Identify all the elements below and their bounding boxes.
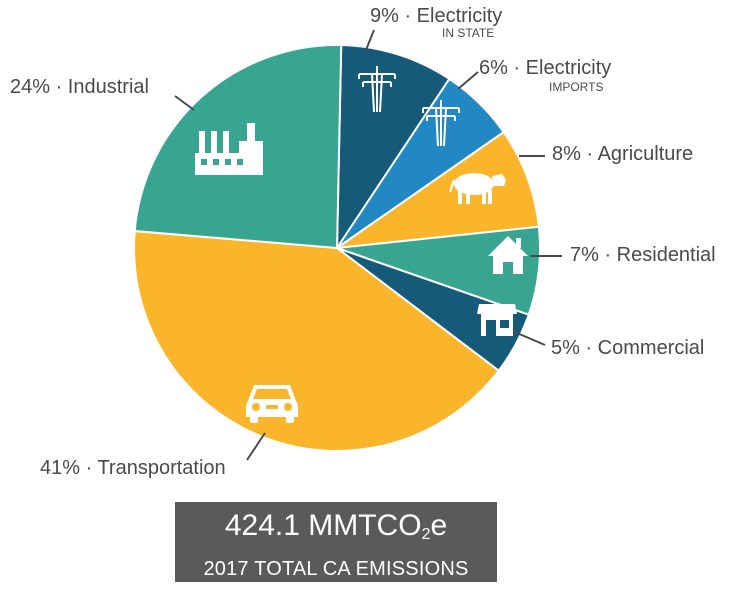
- slice-label-4: 5% · Commercial: [551, 337, 704, 359]
- slice-label-1: 6% · Electricity: [479, 57, 611, 79]
- house-icon: [488, 236, 528, 274]
- total-emissions-caption: 2017 TOTAL CA EMISSIONS: [203, 558, 469, 580]
- slice-label-3: 7% · Residential: [570, 244, 716, 266]
- slice-sublabel-0: IN STATE: [442, 26, 494, 40]
- leader-line-4: [509, 329, 546, 346]
- pie-slice-5: [133, 229, 501, 452]
- pie-slice-0: [335, 44, 451, 252]
- leader-line-0: [365, 29, 375, 51]
- power-tower-icon: [422, 100, 460, 147]
- slice-label-2: 8% · Agriculture: [552, 143, 693, 165]
- leader-line-6: [174, 95, 195, 111]
- factory-icon: [195, 123, 263, 175]
- pie-slice-2: [336, 130, 540, 249]
- car-icon: [246, 385, 298, 423]
- slice-sublabel-1: IMPORTS: [549, 80, 603, 94]
- cow-icon: [449, 173, 506, 204]
- total-emissions-box: 424.1 MMTCO2e 2017 TOTAL CA EMISSIONS: [175, 502, 497, 582]
- pie-slice-6: [133, 44, 343, 250]
- leader-line-1: [457, 71, 479, 90]
- power-tower-icon: [358, 66, 396, 113]
- slice-label-5: 41% · Transportation: [40, 457, 226, 479]
- slice-label-6: 24% · Industrial: [10, 76, 149, 98]
- total-emissions-value: 424.1 MMTCO2e: [224, 509, 448, 543]
- slice-label-0: 9% · Electricity: [370, 5, 502, 27]
- leader-line-5: [246, 432, 266, 461]
- storefront-icon: [477, 304, 517, 336]
